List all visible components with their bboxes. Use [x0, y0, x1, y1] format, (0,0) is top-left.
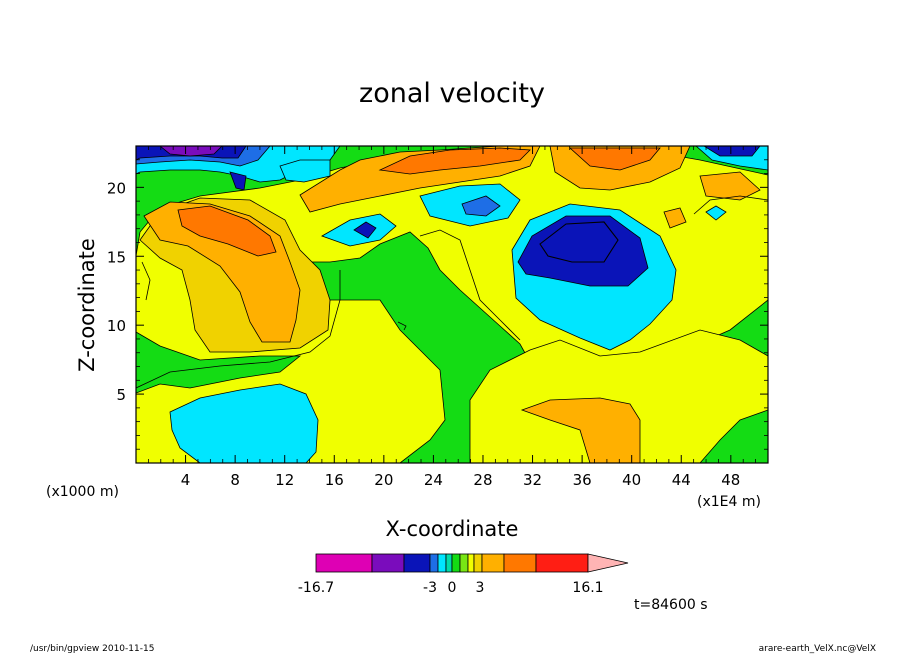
x-tick-label: 44: [672, 471, 691, 489]
x-tick-label: 4: [181, 471, 191, 489]
colorbar-tick-label: -16.7: [298, 580, 334, 596]
chart-title: zonal velocity: [359, 78, 545, 109]
colorbar-tick-label: 16.1: [572, 580, 603, 596]
contour-fill-cyan-4: [169, 383, 319, 463]
colorbar-segment: [403, 553, 431, 573]
colorbar-segment: [429, 553, 439, 573]
contour-fill-cyan-8: [705, 205, 727, 221]
contour-fill-orange-6: [568, 147, 661, 171]
contour-fill-cyan-6: [279, 159, 331, 183]
contour-fill-purple-1: [159, 146, 223, 157]
colorbar-segment: [459, 553, 469, 573]
x-tick-label: 48: [721, 471, 740, 489]
footer-left: /usr/bin/gpview 2010-11-15: [30, 644, 154, 654]
contour-fill-blue-7: [703, 146, 761, 157]
contour-fill-blue-6: [229, 171, 247, 191]
footer-right: arare-earth_VelX.nc@VelX: [759, 644, 876, 654]
colorbar-labels: -16.7 -3 0 3 16.1: [298, 580, 604, 596]
colorbar-segment: [445, 553, 453, 573]
contour-fill-orange-7: [699, 171, 761, 201]
y-axis-label: Z-coordinate: [75, 238, 99, 372]
y-tick-label: 10: [107, 317, 126, 335]
plot-area: [136, 146, 768, 463]
contour-line-1: [136, 270, 341, 389]
colorbar-tick-label: 0: [448, 580, 457, 596]
colorbar-extend-arrow: [587, 553, 629, 573]
y-axis: 5 10 15 20: [107, 159, 768, 450]
contour-fill-orange-4: [378, 147, 531, 175]
x-tick-label: 24: [424, 471, 443, 489]
x-tick-label: 16: [325, 471, 344, 489]
colorbar-segment: [437, 553, 447, 573]
x-tick-label: 28: [473, 471, 492, 489]
contour-fill-orange-8: [663, 207, 687, 229]
x-tick-label: 40: [622, 471, 641, 489]
plot-frame: [135, 145, 769, 464]
colorbar-segment: [473, 553, 483, 573]
contour-fill-blue-2: [353, 221, 377, 239]
colorbar-segment: [315, 553, 373, 573]
x-tick-label: 36: [573, 471, 592, 489]
colorbar: [315, 553, 629, 573]
contour-fill-yellow-2: [469, 329, 768, 463]
y-unit-label: (x1000 m): [46, 484, 119, 500]
y-tick-label: 15: [107, 248, 126, 266]
contour-fill-orange-9: [520, 397, 641, 463]
colorbar-segment: [535, 553, 589, 573]
colorbar-segment: [481, 553, 505, 573]
time-label: t=84600 s: [634, 597, 708, 613]
contour-line-4: [397, 321, 407, 331]
x-tick-label: 12: [275, 471, 294, 489]
x-tick-label: 20: [374, 471, 393, 489]
x-tick-label: 32: [523, 471, 542, 489]
colorbar-segment: [467, 553, 475, 573]
colorbar-segment: [503, 553, 537, 573]
x-unit-label: (x1E4 m): [697, 494, 761, 510]
contour-fill-darkblue-1: [539, 221, 619, 263]
colorbar-tick-label: -3: [423, 580, 437, 596]
contour-line-3: [419, 229, 521, 341]
y-tick-label: 20: [107, 179, 126, 197]
contour-fill-orange-2: [177, 205, 277, 257]
x-axis-label: X-coordinate: [386, 517, 519, 541]
x-axis: 4 8 12 16 20 24 28 32 36 40 44 48: [147, 146, 757, 489]
x-tick-label: 8: [230, 471, 240, 489]
colorbar-segment: [451, 553, 461, 573]
contour-line-2: [141, 261, 151, 301]
colorbar-segment: [371, 553, 405, 573]
colorbar-tick-label: 3: [476, 580, 485, 596]
contour-fill-blue-1: [461, 195, 501, 217]
contour-line-5: [693, 195, 768, 215]
y-tick-label: 5: [116, 386, 126, 404]
